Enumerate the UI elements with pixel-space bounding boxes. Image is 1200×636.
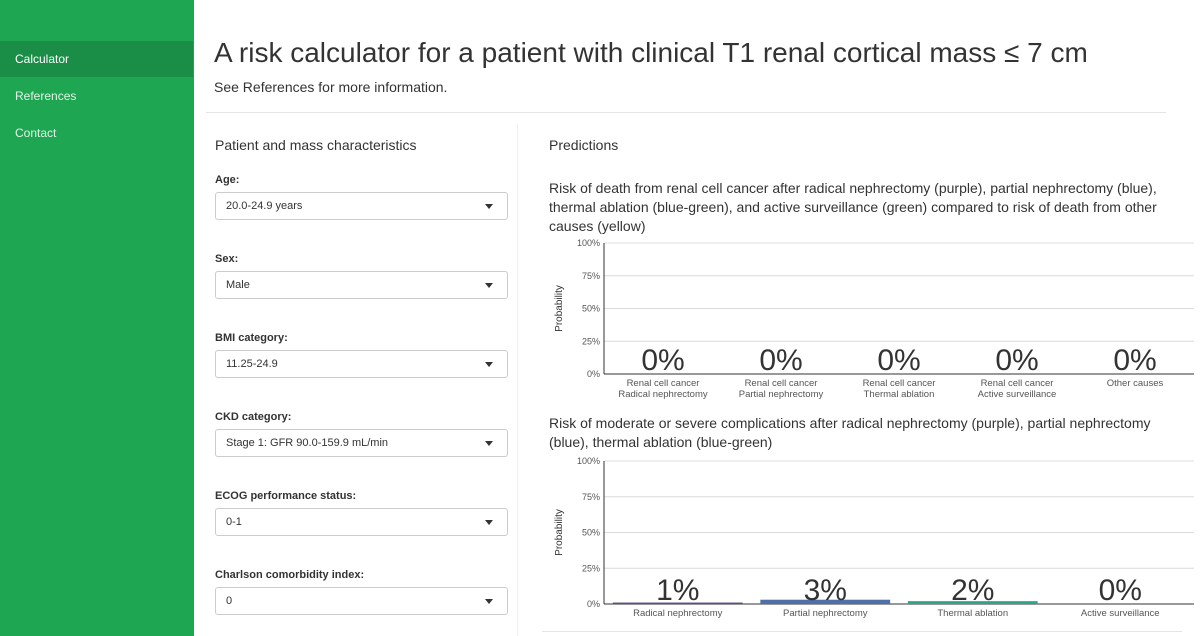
bar-data-label: 0% <box>1099 574 1142 607</box>
bar-data-label: 0% <box>759 344 802 377</box>
predictions-title: Predictions <box>549 137 619 153</box>
bar-data-label: 0% <box>641 344 684 377</box>
y-tick-label: 25% <box>582 563 600 573</box>
y-axis-label: Probability <box>554 509 565 556</box>
age-select[interactable]: 20.0-24.9 years <box>215 192 508 220</box>
x-category-label: Radical nephrectomy <box>633 608 722 619</box>
sidebar: Calculator References Contact <box>0 0 194 636</box>
y-tick-label: 0% <box>587 599 600 609</box>
ckd-select-value: Stage 1: GFR 90.0-159.9 mL/min <box>226 437 389 449</box>
caret-down-icon <box>485 204 493 209</box>
ckd-label: CKD category: <box>215 411 292 423</box>
header-divider <box>206 112 1166 113</box>
x-category-label: Renal cell cancer <box>627 378 700 389</box>
x-category-label: Partial nephrectomy <box>783 608 868 619</box>
sex-select[interactable]: Male <box>215 271 508 299</box>
chart-1-title: Risk of death from renal cell cancer aft… <box>549 180 1157 234</box>
x-category-label: Renal cell cancer <box>863 378 936 389</box>
y-tick-label: 75% <box>582 492 600 502</box>
sidebar-item-label: Calculator <box>15 52 70 66</box>
predictions-bottom-divider <box>542 631 1182 632</box>
y-tick-label: 100% <box>577 456 600 466</box>
x-category-label: Active surveillance <box>1081 608 1160 619</box>
bmi-select[interactable]: 11.25-24.9 <box>215 350 508 378</box>
bar-data-label: 0% <box>1113 344 1156 377</box>
caret-down-icon <box>485 441 493 446</box>
sex-select-value: Male <box>226 279 250 291</box>
chart-2-title: Risk of moderate or severe complications… <box>549 415 1151 450</box>
charlson-label: Charlson comorbidity index: <box>215 569 365 581</box>
page-title: A risk calculator for a patient with cli… <box>214 37 1088 68</box>
sidebar-item-references[interactable]: References <box>0 78 193 114</box>
sidebar-item-label: Contact <box>15 126 57 140</box>
charlson-select[interactable]: 0 <box>215 587 508 615</box>
y-tick-label: 50% <box>582 528 600 538</box>
caret-down-icon <box>485 520 493 525</box>
ecog-select[interactable]: 0-1 <box>215 508 508 536</box>
y-axis-label: Probability <box>554 285 565 332</box>
bmi-label: BMI category: <box>215 332 288 344</box>
bar <box>612 602 743 604</box>
y-tick-label: 50% <box>582 304 600 314</box>
x-category-label: Other causes <box>1107 378 1164 389</box>
bar-data-label: 0% <box>877 344 920 377</box>
ecog-label: ECOG performance status: <box>215 490 357 502</box>
x-category-label: Radical nephrectomy <box>618 389 707 400</box>
x-category-label: Active surveillance <box>978 389 1057 400</box>
sidebar-item-label: References <box>15 89 77 103</box>
bar <box>907 601 1038 604</box>
age-select-value: 20.0-24.9 years <box>226 200 303 212</box>
page-subtitle: See References for more information. <box>214 79 448 95</box>
y-tick-label: 25% <box>582 336 600 346</box>
bar-data-label: 1% <box>656 574 699 607</box>
caret-down-icon <box>485 599 493 604</box>
x-category-label: Thermal ablation <box>937 608 1008 619</box>
sidebar-item-contact[interactable]: Contact <box>0 115 193 151</box>
x-category-label: Thermal ablation <box>864 389 935 400</box>
main-content: A risk calculator for a patient with cli… <box>194 0 1200 636</box>
caret-down-icon <box>485 283 493 288</box>
complications-risk-chart: 0% 25% 50% 75% 100% Probability 1%Radical neph… <box>554 456 1194 619</box>
sidebar-item-calculator[interactable]: Calculator <box>0 41 193 77</box>
y-tick-label: 100% <box>577 238 600 248</box>
x-category-label: Renal cell cancer <box>745 378 818 389</box>
bar-data-label: 0% <box>995 344 1038 377</box>
bar-data-label: 2% <box>951 574 994 607</box>
sex-label: Sex: <box>215 253 239 265</box>
y-tick-label: 0% <box>587 369 600 379</box>
bmi-select-value: 11.25-24.9 <box>226 358 278 370</box>
ckd-select[interactable]: Stage 1: GFR 90.0-159.9 mL/min <box>215 429 508 457</box>
caret-down-icon <box>485 362 493 367</box>
input-panel-title: Patient and mass characteristics <box>215 137 417 153</box>
ecog-select-value: 0-1 <box>226 516 242 528</box>
x-category-label: Renal cell cancer <box>981 378 1054 389</box>
age-label: Age: <box>215 174 240 186</box>
charlson-select-value: 0 <box>226 595 233 607</box>
bar <box>760 599 891 604</box>
y-tick-label: 75% <box>582 271 600 281</box>
bar-data-label: 3% <box>804 574 847 607</box>
predictions-panel: Predictions Risk of death from renal cel… <box>534 124 1200 636</box>
x-category-label: Partial nephrectomy <box>739 389 824 400</box>
input-panel: Patient and mass characteristics Age: 20… <box>206 124 518 636</box>
